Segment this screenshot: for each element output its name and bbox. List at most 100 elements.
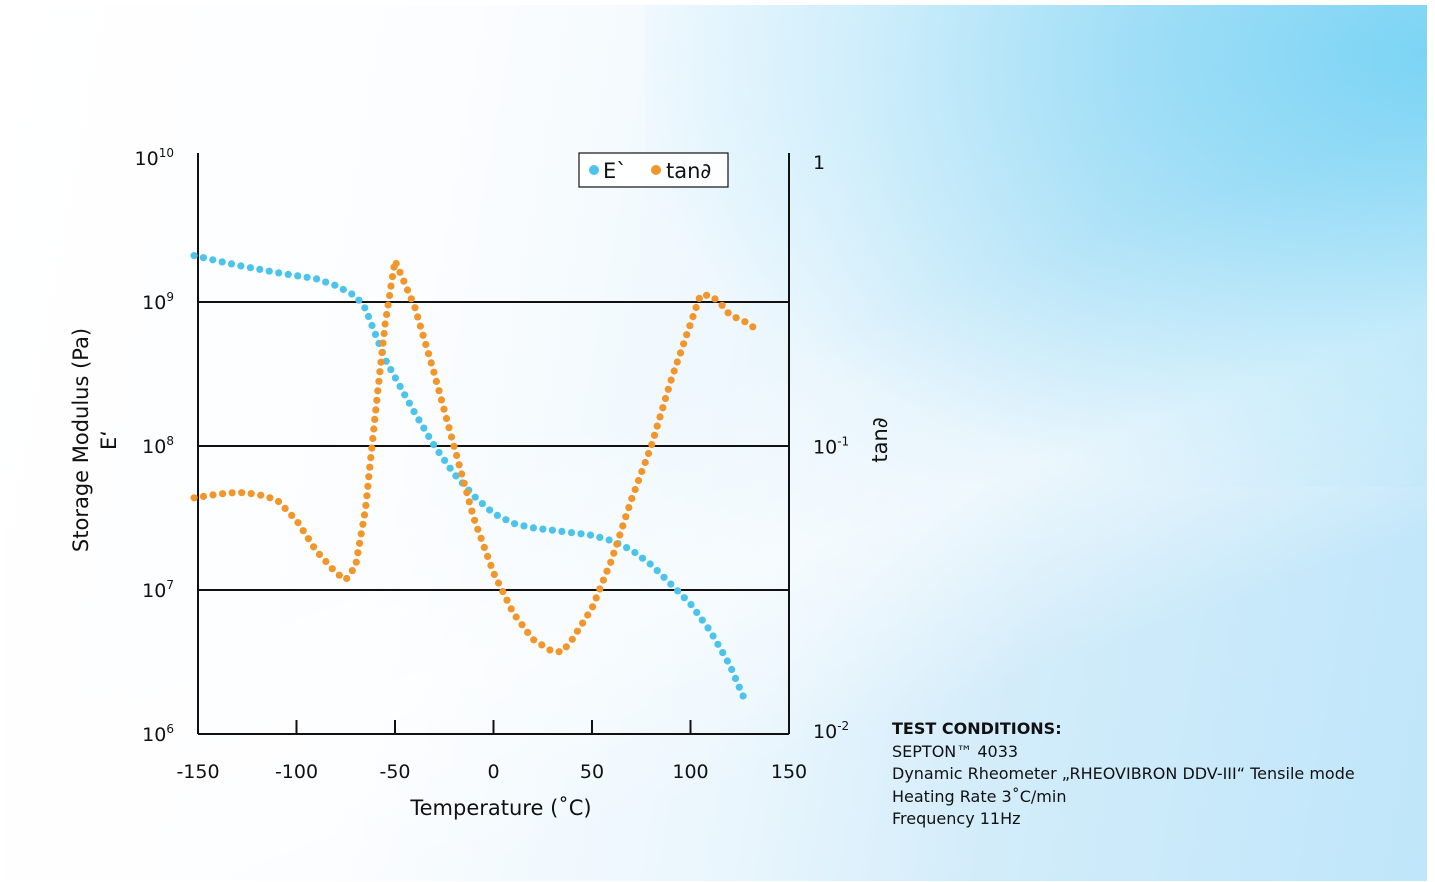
- data-point: [281, 504, 289, 512]
- data-point: [322, 557, 330, 566]
- data-point: [667, 376, 675, 384]
- data-point: [384, 301, 392, 309]
- data-point: [361, 304, 369, 312]
- data-point: [356, 539, 364, 547]
- data-point: [450, 442, 458, 450]
- y-axis-title-right: tan∂: [868, 417, 892, 462]
- data-point: [380, 329, 388, 338]
- data-point: [603, 567, 611, 575]
- data-point: [322, 278, 330, 286]
- legend-marker: [651, 165, 661, 175]
- data-point: [741, 318, 749, 326]
- y-axis-title-left: Storage Modulus (Pa): [69, 328, 93, 552]
- data-point: [686, 322, 694, 330]
- data-point: [374, 387, 382, 395]
- data-point: [401, 391, 409, 399]
- data-point: [422, 340, 430, 349]
- data-point: [377, 358, 385, 366]
- data-point: [463, 489, 471, 497]
- data-point: [357, 530, 365, 538]
- test-conditions-heating: Heating Rate 3˚C/min: [892, 786, 1067, 806]
- data-point: [379, 339, 387, 347]
- data-point: [579, 619, 587, 627]
- data-point: [415, 416, 423, 424]
- data-point: [419, 331, 427, 339]
- data-point: [478, 500, 486, 508]
- y-right-tick-label: 1: [813, 152, 825, 174]
- data-point: [592, 594, 600, 602]
- data-point: [400, 277, 408, 285]
- data-point: [219, 490, 227, 498]
- data-point: [731, 674, 740, 683]
- data-point: [371, 415, 379, 423]
- data-point: [362, 501, 370, 509]
- data-point: [676, 349, 685, 357]
- data-point: [455, 461, 463, 469]
- data-point: [368, 444, 376, 452]
- y-left-tick-label: 109: [142, 290, 174, 314]
- data-point: [539, 525, 547, 533]
- data-point: [370, 425, 378, 433]
- data-point: [631, 485, 639, 494]
- data-point: [335, 571, 343, 579]
- x-tick-label: 150: [771, 761, 807, 783]
- data-point: [518, 621, 526, 629]
- data-point: [437, 396, 446, 404]
- x-tick-label: -150: [176, 761, 219, 783]
- y-left-tick-label: 1010: [135, 146, 174, 170]
- data-point: [735, 683, 743, 691]
- data-point: [638, 467, 646, 476]
- data-point: [348, 567, 356, 575]
- y-axis-subtitle-left: E‘: [97, 430, 121, 450]
- data-point: [313, 275, 321, 283]
- data-point: [228, 489, 236, 497]
- data-point: [484, 552, 492, 561]
- data-point: [589, 603, 597, 611]
- data-point: [477, 534, 485, 542]
- data-point: [638, 554, 647, 562]
- data-point: [227, 260, 236, 268]
- data-point: [275, 269, 283, 277]
- series-e-prime: [190, 252, 747, 700]
- data-point: [364, 312, 373, 321]
- data-point: [445, 424, 453, 432]
- data-point: [667, 580, 675, 588]
- data-point: [378, 349, 386, 357]
- data-point: [683, 331, 691, 339]
- data-point: [503, 596, 511, 604]
- data-point: [367, 454, 375, 462]
- data-point: [303, 273, 311, 281]
- legend-label: tan∂: [666, 159, 711, 183]
- data-point: [352, 558, 360, 566]
- data-point: [703, 291, 711, 299]
- x-tick-label: 0: [487, 761, 499, 783]
- data-point: [673, 358, 681, 366]
- data-point: [709, 632, 717, 640]
- data-point: [257, 491, 265, 499]
- data-point: [440, 405, 448, 413]
- x-tick-label: -50: [379, 761, 410, 783]
- data-point: [294, 519, 302, 527]
- data-point: [265, 267, 273, 275]
- data-point: [348, 290, 356, 298]
- data-point: [375, 377, 383, 385]
- data-point: [493, 511, 501, 519]
- data-point: [568, 635, 576, 643]
- data-point: [416, 322, 424, 330]
- data-point: [284, 270, 292, 278]
- series-tan-delta: [190, 259, 757, 656]
- data-point: [687, 601, 695, 609]
- data-point: [486, 506, 494, 514]
- data-point: [646, 560, 654, 568]
- data-point: [704, 624, 712, 632]
- y-left-tick-label: 106: [142, 722, 174, 746]
- data-point: [680, 340, 688, 348]
- data-point: [199, 492, 208, 500]
- data-point: [447, 433, 456, 441]
- data-point: [494, 579, 503, 587]
- data-point: [386, 291, 394, 300]
- data-point: [424, 350, 433, 358]
- data-point: [403, 286, 412, 294]
- data-point: [458, 470, 466, 478]
- data-point: [299, 527, 307, 535]
